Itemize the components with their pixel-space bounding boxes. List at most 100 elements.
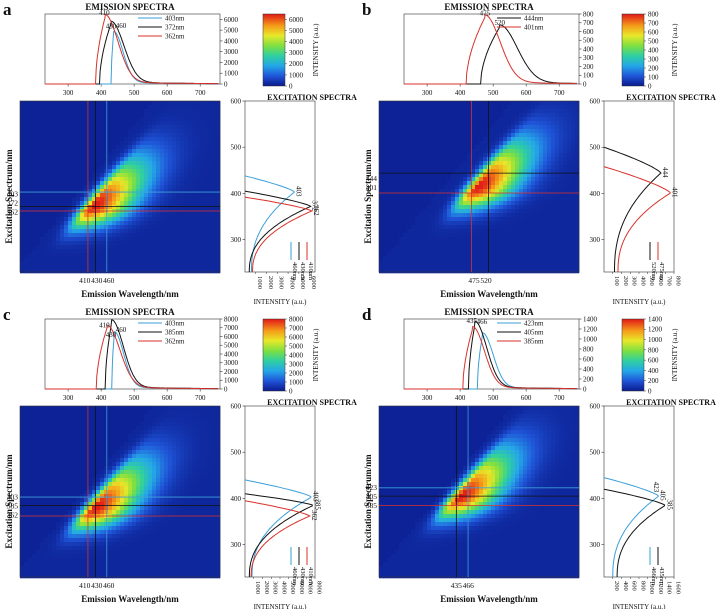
heatmap-cell — [88, 229, 93, 234]
heatmap-cell — [475, 189, 480, 194]
heatmap-cell — [212, 257, 217, 262]
heatmap-cell — [20, 153, 25, 158]
heatmap-cell — [519, 109, 524, 114]
heatmap-cell — [44, 249, 49, 254]
heatmap-cell — [515, 109, 520, 114]
heatmap-cell — [192, 257, 197, 262]
heatmap-cell — [76, 253, 81, 258]
heatmap-cell — [555, 217, 560, 222]
heatmap-cell — [503, 265, 508, 270]
heatmap-cell — [144, 434, 149, 439]
heatmap-cell — [435, 181, 440, 186]
heatmap-cell — [543, 217, 548, 222]
colorbar-tick-label: 2000 — [289, 60, 304, 68]
heatmap-cell — [84, 157, 89, 162]
heatmap-cell — [208, 177, 213, 182]
heatmap-cell — [76, 133, 81, 138]
heatmap-cell — [216, 225, 221, 230]
heatmap-cell — [551, 225, 556, 230]
heatmap-cell — [515, 157, 520, 162]
heatmap-cell — [471, 261, 476, 266]
heatmap-cell — [56, 410, 61, 415]
heatmap-cell — [60, 133, 65, 138]
heatmap-cell — [447, 225, 452, 230]
heatmap-cell — [196, 406, 201, 411]
heatmap-cell — [503, 145, 508, 150]
heatmap-cell — [399, 189, 404, 194]
heatmap-cell — [415, 113, 420, 118]
heatmap-cell — [415, 145, 420, 150]
heatmap-cell — [212, 269, 217, 274]
heatmap-cell — [487, 245, 492, 250]
emission-peak-label: 460 — [116, 326, 127, 334]
heatmap-cell — [144, 213, 149, 218]
heatmap-cell — [88, 237, 93, 242]
heatmap-cell — [499, 161, 504, 166]
heatmap-cell — [140, 101, 145, 106]
heatmap-cell — [20, 426, 25, 431]
heatmap-cell — [212, 217, 217, 222]
heatmap-cell — [88, 133, 93, 138]
heatmap-cell — [72, 125, 77, 130]
heatmap-cell — [188, 185, 193, 190]
heatmap-cell — [132, 221, 137, 226]
heatmap-cell — [176, 141, 181, 146]
heatmap-cell — [160, 410, 165, 415]
emission-y-tick-label: 500 — [583, 37, 594, 45]
heatmap-cell — [527, 165, 532, 170]
heatmap-cell — [559, 121, 564, 126]
heatmap-cell — [503, 181, 508, 186]
heatmap-cell — [411, 241, 416, 246]
heatmap-cell — [439, 213, 444, 218]
heatmap-cell — [160, 157, 165, 162]
heatmap-cell — [24, 241, 29, 246]
heatmap-cell — [188, 418, 193, 423]
heatmap-cell — [216, 257, 221, 262]
heatmap-cell — [36, 161, 41, 166]
heatmap-cell — [140, 197, 145, 202]
heatmap-cell — [68, 265, 73, 270]
heatmap-cell — [96, 101, 101, 106]
heatmap-cell — [48, 177, 53, 182]
heatmap-cell — [383, 269, 388, 274]
heatmap-cell — [152, 410, 157, 415]
heatmap-cell — [188, 257, 193, 262]
heatmap-cell — [383, 193, 388, 198]
heatmap-cell — [559, 225, 564, 230]
heatmap-cell — [192, 133, 197, 138]
heatmap-cell — [36, 125, 41, 130]
heatmap-cell — [419, 121, 424, 126]
heatmap-cell — [192, 113, 197, 118]
heatmap-cell — [439, 105, 444, 110]
heatmap-cell — [188, 181, 193, 186]
heatmap-cell — [391, 125, 396, 130]
heatmap-cell — [32, 149, 37, 154]
heatmap-cell — [511, 233, 516, 238]
heatmap-cell — [164, 261, 169, 266]
heatmap-cell — [415, 173, 420, 178]
heatmap-cell — [383, 229, 388, 234]
heatmap-cell — [471, 109, 476, 114]
heatmap-cell — [399, 101, 404, 106]
colorbar-tick-label: 6000 — [289, 333, 304, 341]
heatmap-cell — [507, 105, 512, 110]
heatmap-cell — [56, 153, 61, 158]
heatmap-cell — [96, 201, 101, 206]
heatmap-cell — [28, 161, 33, 166]
heatmap-cell — [100, 225, 105, 230]
heatmap-cell — [216, 177, 221, 182]
heatmap-cell — [96, 197, 101, 202]
heatmap-cell — [531, 105, 536, 110]
heatmap-cell — [383, 233, 388, 238]
heatmap-cell — [176, 193, 181, 198]
heatmap-cell — [156, 426, 161, 431]
heatmap-cell — [527, 173, 532, 178]
heatmap-cell — [140, 117, 145, 122]
heatmap-cell — [403, 201, 408, 206]
heatmap-cell — [495, 261, 500, 266]
heatmap-cell — [423, 125, 428, 130]
heatmap-cell — [487, 113, 492, 118]
heatmap-cell — [156, 177, 161, 182]
heatmap-cell — [547, 141, 552, 146]
heatmap-cell — [212, 434, 217, 439]
